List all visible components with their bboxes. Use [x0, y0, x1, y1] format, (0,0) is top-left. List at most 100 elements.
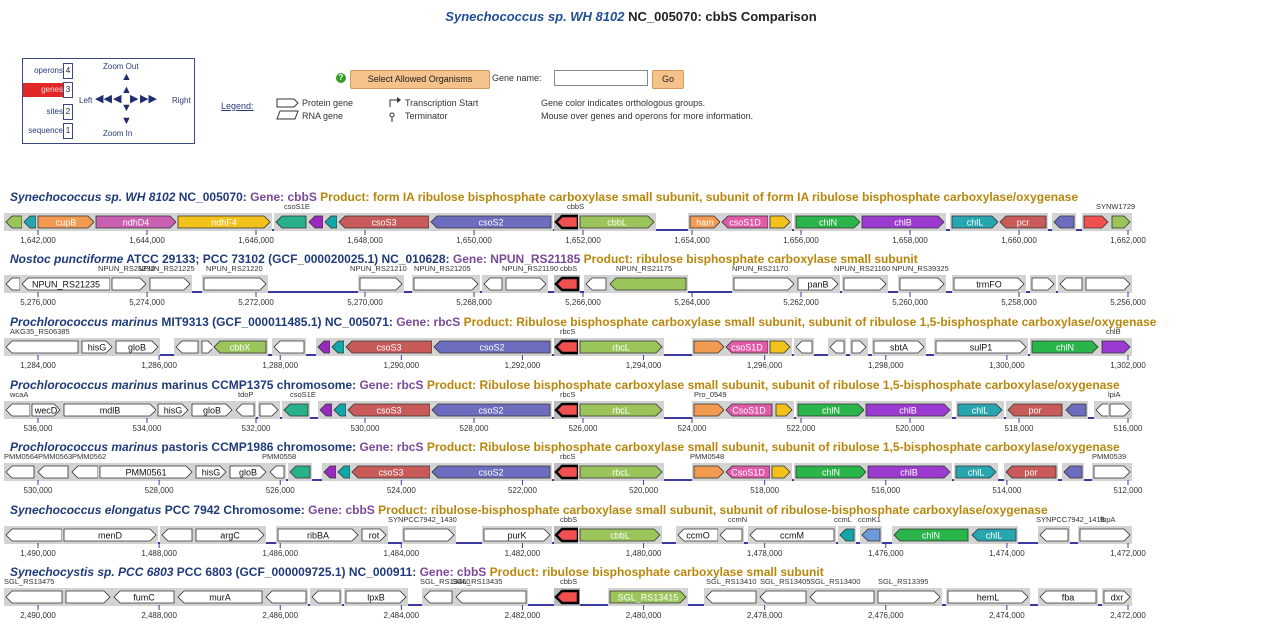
gene-arrow[interactable]	[758, 588, 808, 606]
gene-arrow[interactable]: rbcL	[578, 401, 664, 419]
help-icon[interactable]: ?	[336, 73, 346, 83]
scroll-far-left-icon[interactable]: ◀◀	[95, 93, 112, 105]
scroll-far-right-icon[interactable]: ▶▶	[140, 93, 157, 105]
gene-arrow[interactable]	[402, 526, 456, 544]
gene-arrow[interactable]	[1038, 526, 1070, 544]
gene-name-input[interactable]	[554, 70, 648, 86]
gene-arrow[interactable]: panB	[796, 275, 840, 293]
gene-arrow[interactable]: csoS3	[337, 213, 431, 231]
focus-gene-cbbS[interactable]	[554, 588, 580, 606]
gene-arrow[interactable]: fba	[1038, 588, 1098, 606]
gene-arrow[interactable]	[454, 588, 528, 606]
gene-arrow[interactable]	[282, 401, 310, 419]
gene-arrow[interactable]	[808, 588, 876, 606]
gene-arrow[interactable]	[1078, 526, 1132, 544]
gene-arrow[interactable]: PMM0561	[98, 463, 194, 481]
gene-arrow[interactable]: chlB	[866, 463, 952, 481]
gene-arrow[interactable]: gloB	[190, 401, 234, 419]
gene-arrow[interactable]	[318, 401, 334, 419]
zoom-in-icon[interactable]: ▼	[121, 115, 132, 127]
gene-arrow[interactable]	[4, 588, 64, 606]
gene-arrow[interactable]: csoS1D	[720, 213, 770, 231]
gene-arrow[interactable]: csoS2	[429, 213, 553, 231]
gene-arrow[interactable]	[1064, 401, 1088, 419]
gene-arrow[interactable]: ndhD4	[94, 213, 178, 231]
gene-arrow[interactable]	[316, 338, 332, 356]
focus-gene-cbbS[interactable]	[554, 463, 580, 481]
gene-arrow[interactable]	[584, 275, 608, 293]
gene-arrow[interactable]	[4, 401, 32, 419]
gene-arrow[interactable]	[148, 275, 192, 293]
gene-arrow[interactable]	[323, 213, 339, 231]
gene-arrow[interactable]: chlN	[1030, 338, 1100, 356]
gene-arrow[interactable]: ccmO	[676, 526, 720, 544]
gene-arrow[interactable]	[692, 401, 726, 419]
organism-row-label[interactable]: Synechococcus elongatus PCC 7942 Chromos…	[10, 503, 1048, 517]
gene-arrow[interactable]	[272, 338, 306, 356]
gene-arrow[interactable]	[268, 463, 286, 481]
gene-arrow[interactable]: CsoS1D	[724, 401, 774, 419]
gene-arrow[interactable]: lpxB	[344, 588, 408, 606]
gene-arrow[interactable]	[608, 275, 688, 293]
gene-arrow[interactable]	[310, 588, 342, 606]
gene-arrow[interactable]	[22, 213, 38, 231]
gene-arrow[interactable]	[422, 588, 454, 606]
focus-gene-cbbS[interactable]	[554, 338, 580, 356]
gene-arrow[interactable]	[718, 526, 744, 544]
gene-arrow[interactable]: hisG	[156, 401, 190, 419]
gene-arrow[interactable]	[412, 275, 480, 293]
gene-arrow[interactable]: pcr	[998, 213, 1048, 231]
gene-arrow[interactable]: rbcL	[578, 338, 664, 356]
gene-arrow[interactable]	[768, 338, 792, 356]
gene-arrow[interactable]: cbbX	[212, 338, 268, 356]
gene-arrow[interactable]	[64, 588, 112, 606]
gene-arrow[interactable]: chlL	[950, 213, 1000, 231]
gene-arrow[interactable]	[770, 463, 792, 481]
gene-arrow[interactable]: csoS1D	[724, 338, 770, 356]
gene-arrow[interactable]	[794, 338, 814, 356]
gene-arrow[interactable]	[110, 275, 148, 293]
gene-arrow[interactable]	[264, 588, 308, 606]
gene-arrow[interactable]	[1110, 213, 1132, 231]
gene-arrow[interactable]	[70, 463, 100, 481]
gene-arrow[interactable]: chlL	[970, 526, 1018, 544]
gene-arrow[interactable]	[174, 338, 200, 356]
track-toggle-sequence[interactable]: sequence	[28, 126, 63, 135]
gene-arrow[interactable]: cbbL	[578, 213, 656, 231]
gene-arrow[interactable]	[234, 401, 256, 419]
gene-arrow[interactable]	[4, 338, 80, 356]
gene-arrow[interactable]	[336, 463, 352, 481]
gene-arrow[interactable]: hisG	[80, 338, 114, 356]
track-toggle-sites[interactable]: sites	[46, 107, 63, 116]
gene-arrow[interactable]	[828, 338, 846, 356]
gene-arrow[interactable]: chlN	[794, 213, 862, 231]
gene-arrow[interactable]: por	[1006, 401, 1064, 419]
gene-arrow[interactable]	[4, 463, 36, 481]
track-toggle-genes[interactable]: genes	[23, 83, 63, 97]
gene-arrow[interactable]: purK	[482, 526, 552, 544]
organism-row-label[interactable]: Prochlorococcus marinus MIT9313 (GCF_000…	[10, 315, 1156, 329]
gene-arrow[interactable]: fumC	[112, 588, 176, 606]
gene-arrow[interactable]	[258, 401, 280, 419]
gene-arrow[interactable]: dxr	[1102, 588, 1132, 606]
gene-arrow[interactable]	[482, 275, 504, 293]
gene-arrow[interactable]: rot	[360, 526, 388, 544]
gene-arrow[interactable]: csoS3	[350, 463, 432, 481]
gene-arrow[interactable]: gloB	[228, 463, 268, 481]
organism-row-label[interactable]: Synechococcus sp. WH 8102 NC_005070: Gen…	[10, 190, 1078, 204]
gene-arrow[interactable]: menD	[62, 526, 158, 544]
gene-arrow[interactable]	[692, 338, 726, 356]
gene-arrow[interactable]: cbbL	[578, 526, 662, 544]
gene-arrow[interactable]	[4, 213, 24, 231]
gene-arrow[interactable]: chlB	[860, 213, 946, 231]
gene-arrow[interactable]: csoS3	[346, 401, 432, 419]
gene-arrow[interactable]	[288, 463, 312, 481]
organism-row-label[interactable]: Nostoc punctiforme ATCC 29133; PCC 73102…	[10, 252, 918, 266]
gene-arrow[interactable]	[332, 401, 348, 419]
gene-arrow[interactable]	[4, 275, 22, 293]
gene-arrow[interactable]	[732, 275, 796, 293]
gene-arrow[interactable]: ndhF4	[176, 213, 272, 231]
gene-arrow[interactable]	[358, 275, 404, 293]
gene-arrow[interactable]	[1062, 463, 1084, 481]
gene-arrow[interactable]: argC	[194, 526, 266, 544]
